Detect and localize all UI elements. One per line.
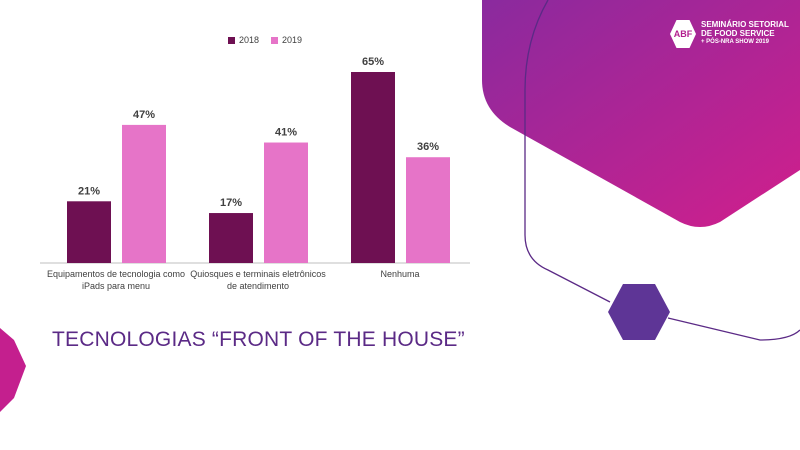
data-label-2018-2: 65% [362, 56, 384, 68]
bar-2019-0 [122, 124, 166, 264]
hexagon-shape [608, 284, 670, 340]
bar-2019-2 [406, 157, 450, 263]
data-label-2019-0: 47% [133, 109, 155, 121]
category-label-2-line-1: Nenhuma [380, 269, 420, 279]
data-label-2019-2: 36% [417, 141, 439, 153]
bar-2019-1 [264, 142, 308, 263]
bar-2018-0 [67, 201, 111, 263]
legend-item-2018: 2018 [228, 35, 259, 45]
category-label-2: Nenhuma [325, 268, 475, 280]
abf-logo: ABF SEMINÁRIO SETORIAL DE FOOD SERVICE +… [670, 18, 790, 54]
corner-shape [482, 0, 800, 227]
chart-legend: 2018 2019 [228, 35, 302, 45]
logo-line-3: + PÓS-NRA SHOW 2019 [701, 39, 769, 45]
category-label-0-line-2: iPads para menu [81, 281, 151, 291]
category-label-0: Equipamentos de tecnologia como iPads pa… [41, 268, 191, 292]
logo-line-1: SEMINÁRIO SETORIAL [701, 20, 789, 29]
data-label-2019-1: 41% [275, 127, 297, 139]
legend-swatch-2018 [228, 36, 235, 44]
legend-swatch-2019 [271, 36, 279, 44]
legend-label-2018: 2018 [239, 35, 260, 45]
logo-text: SEMINÁRIO SETORIAL DE FOOD SERVICE + PÓS… [701, 20, 789, 47]
category-label-1: Quiosques e terminais eletrônicos de ate… [183, 268, 333, 292]
legend-label-2019: 2019 [282, 35, 303, 45]
logo-line-2: DE FOOD SERVICE [701, 29, 775, 38]
category-label-1-line-1: Quiosques e terminais eletrônicos [190, 269, 326, 279]
outline-curve [524, 0, 800, 341]
data-label-2018-1: 17% [220, 197, 242, 209]
data-label-2018-0: 21% [78, 185, 100, 197]
bar-2018-2 [351, 72, 395, 263]
category-label-1-line-2: de atendimento [226, 281, 290, 291]
bar-2018-1 [209, 213, 253, 263]
category-label-0-line-1: Equipamentos de tecnologia como [46, 269, 186, 279]
left-edge-shape [0, 328, 26, 412]
slide-title: TECNOLOGIAS “FRONT OF THE HOUSE” [52, 328, 465, 351]
legend-item-2019: 2019 [271, 35, 302, 45]
